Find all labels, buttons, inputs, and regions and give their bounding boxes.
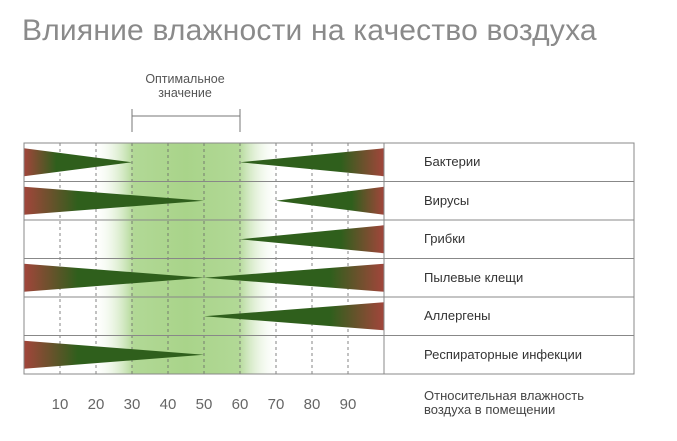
tick-label: 30 xyxy=(123,396,141,413)
axis-title-line1: Относительная влажность xyxy=(424,388,585,403)
low-wedge-3 xyxy=(24,263,204,292)
tick-label: 60 xyxy=(231,396,249,413)
low-wedge-5 xyxy=(24,340,204,369)
low-wedge-0 xyxy=(24,148,132,177)
tick-label: 80 xyxy=(303,396,321,413)
row-label: Аллергены xyxy=(424,308,491,324)
high-wedge-3 xyxy=(204,263,384,292)
tick-label: 50 xyxy=(195,396,213,413)
chart-title: Влияние влажности на качество воздуха xyxy=(22,14,597,47)
axis-title-line2: воздуха в помещении xyxy=(424,402,556,417)
high-wedge-2 xyxy=(240,225,384,254)
row-label: Вирусы xyxy=(424,192,470,208)
optimal-label-line1: Оптимальное xyxy=(145,72,225,86)
row-label: Респираторные инфекции xyxy=(424,346,582,362)
row-label: Пылевые клещи xyxy=(424,269,524,285)
high-wedge-0 xyxy=(240,148,384,177)
axis-title: Относительная влажность воздуха в помеще… xyxy=(424,389,584,417)
optimal-label-line2: значение xyxy=(158,86,212,100)
tick-label: 10 xyxy=(51,396,69,413)
optimal-range-label: Оптимальное значение xyxy=(120,72,250,100)
high-wedge-4 xyxy=(204,302,384,331)
tick-label: 70 xyxy=(267,396,285,413)
low-wedge-1 xyxy=(24,186,204,215)
row-label: Бактерии xyxy=(424,154,481,170)
tick-label: 90 xyxy=(339,396,357,413)
tick-label: 40 xyxy=(159,396,177,413)
high-wedge-1 xyxy=(276,186,384,215)
tick-label: 20 xyxy=(87,396,105,413)
row-label: Грибки xyxy=(424,231,466,247)
